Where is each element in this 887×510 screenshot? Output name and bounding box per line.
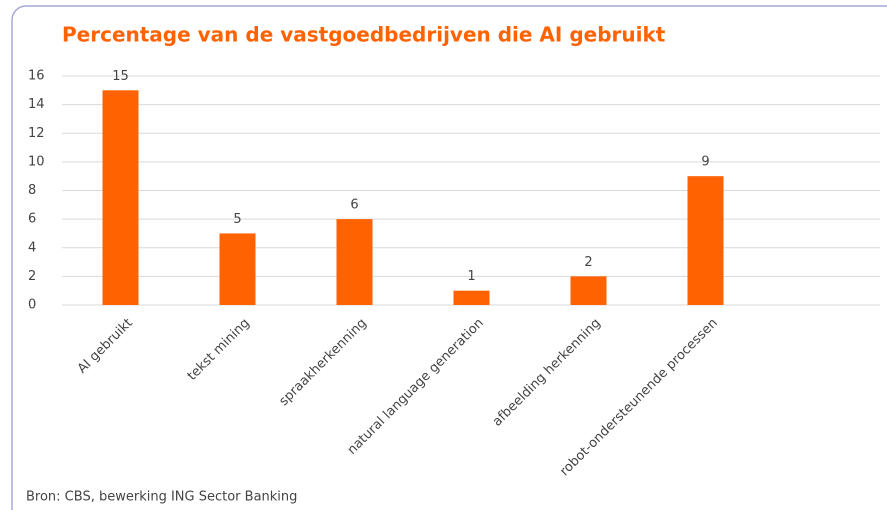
- source-note: Bron: CBS, bewerking ING Sector Banking: [26, 490, 297, 505]
- bar: [219, 233, 256, 305]
- bar: [336, 219, 373, 305]
- y-tick-label: 10: [28, 154, 45, 169]
- bar: [453, 290, 490, 305]
- y-tick-label: 16: [28, 69, 45, 84]
- y-tick-label: 2: [28, 269, 36, 284]
- bar: [687, 176, 724, 305]
- data-label: 5: [233, 212, 241, 227]
- y-tick-label: 8: [28, 183, 36, 198]
- y-tick-label: 0: [28, 298, 36, 313]
- data-label: 1: [467, 269, 475, 284]
- card: [11, 5, 887, 510]
- data-label: 15: [112, 69, 129, 84]
- bar: [102, 90, 139, 305]
- bar: [570, 276, 607, 305]
- chart-title: Percentage van de vastgoedbedrijven die …: [62, 23, 666, 47]
- y-tick-label: 6: [28, 212, 36, 227]
- y-tick-label: 12: [28, 126, 45, 141]
- data-label: 6: [350, 198, 358, 213]
- y-tick-label: 14: [28, 97, 45, 112]
- data-label: 2: [584, 255, 592, 270]
- data-label: 9: [701, 155, 709, 170]
- y-tick-label: 4: [28, 240, 36, 255]
